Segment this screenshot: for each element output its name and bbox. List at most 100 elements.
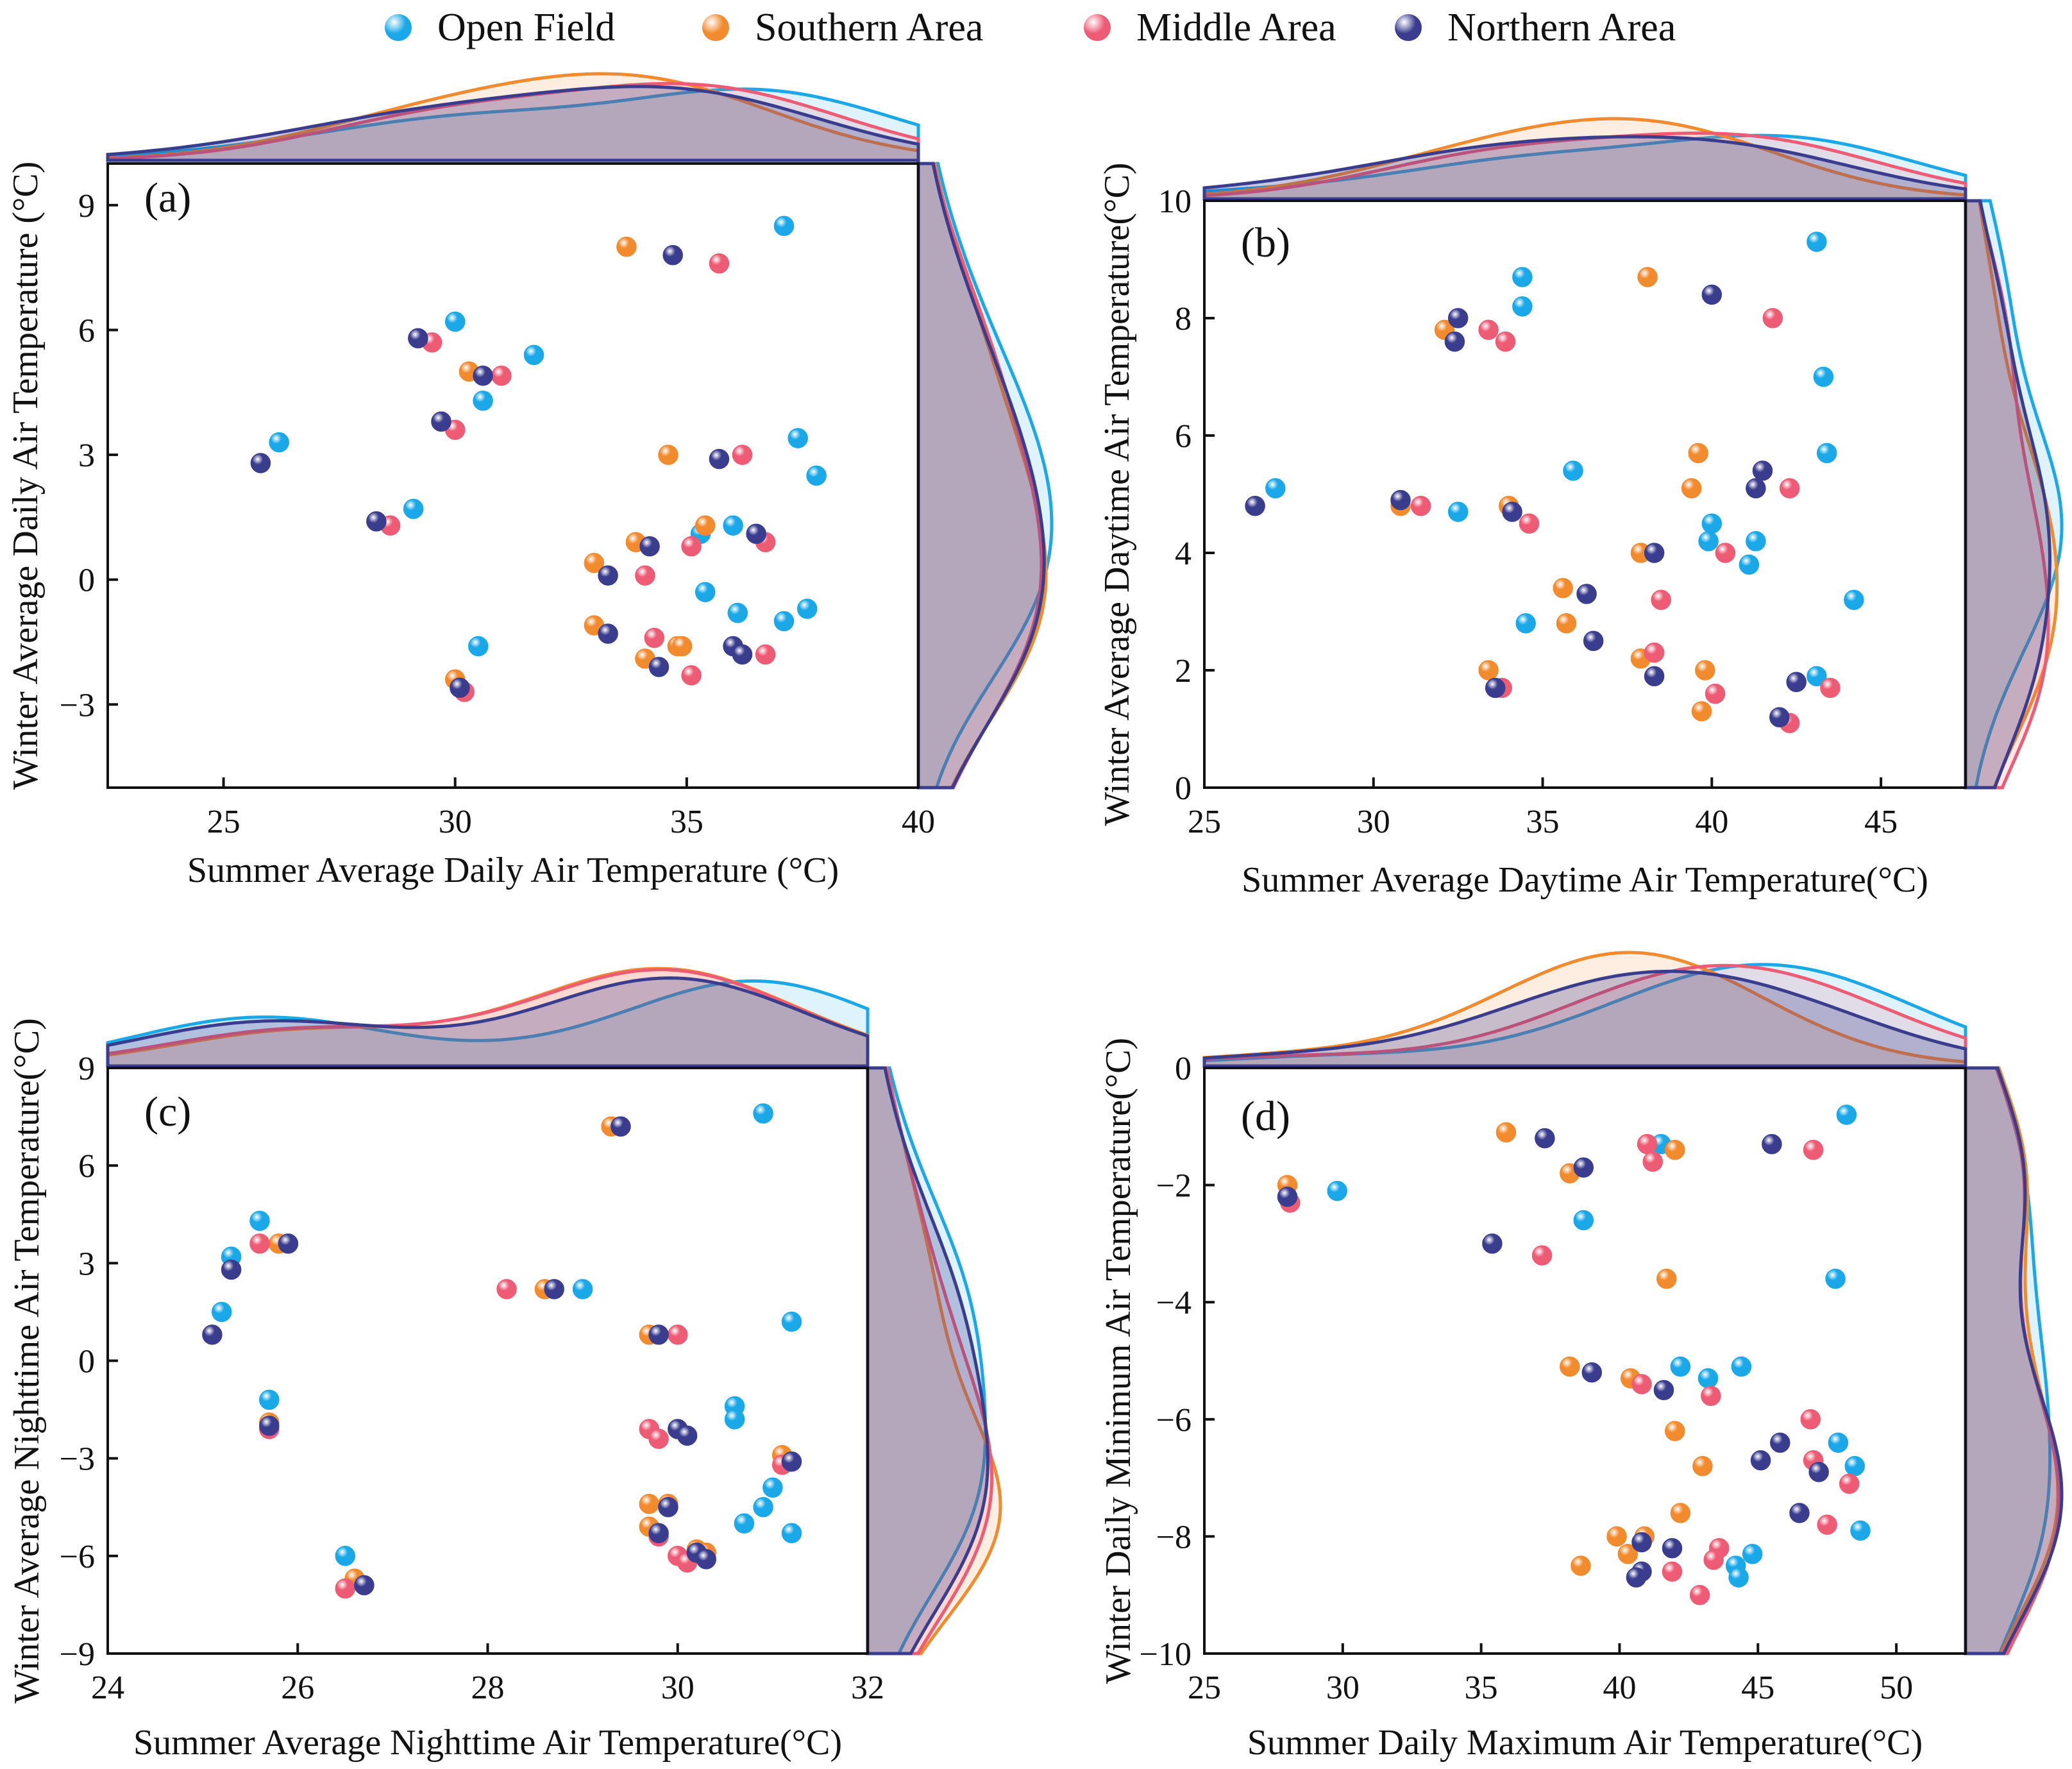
x-tick-label: 40: [902, 804, 935, 840]
point-middle-area: [1689, 1584, 1710, 1605]
point-northern-area: [202, 1325, 223, 1345]
y-tick-label: 8: [1175, 301, 1192, 337]
point-northern-area: [450, 677, 470, 698]
legend-label-middle-area: Middle Area: [1136, 5, 1336, 49]
y-tick-label: 0: [1175, 1051, 1192, 1087]
point-open-field: [724, 1409, 745, 1430]
y-tick-label: 0: [78, 563, 95, 599]
point-northern-area: [598, 565, 618, 586]
point-middle-area: [755, 644, 776, 665]
y-density-northern-area: [916, 162, 1046, 790]
y-tick-label: 6: [78, 1148, 95, 1185]
point-northern-area: [1770, 1432, 1790, 1453]
point-southern-area: [1695, 660, 1715, 681]
y-tick-label: −10: [1140, 1636, 1192, 1673]
legend-marker-southern-area: [702, 14, 729, 41]
point-southern-area: [1571, 1555, 1591, 1576]
point-middle-area: [1662, 1561, 1683, 1582]
y-tick-label: 6: [1175, 418, 1192, 455]
panel-label: (c): [144, 1088, 191, 1135]
series-middle-area: [1410, 308, 1840, 734]
x-tick-label: 30: [1357, 804, 1390, 840]
legend-item-southern-area: Southern Area: [702, 5, 983, 50]
y-density-open-field: [1964, 199, 2064, 790]
point-northern-area: [1626, 1567, 1647, 1588]
x-tick-label: 40: [1603, 1670, 1636, 1706]
x-density-southern-area: [1202, 117, 1967, 201]
legend-label-southern-area: Southern Area: [755, 5, 984, 49]
point-northern-area: [696, 1549, 716, 1570]
point-middle-area: [1478, 319, 1499, 341]
legend-marker-northern-area: [1395, 14, 1422, 41]
y-tick-label: 9: [78, 188, 95, 224]
point-open-field: [572, 1279, 593, 1299]
point-open-field: [1816, 443, 1837, 464]
point-middle-area: [1762, 308, 1783, 328]
series-northern-area: [1277, 1128, 1829, 1588]
point-open-field: [1327, 1180, 1347, 1201]
series-northern-area: [250, 244, 766, 698]
point-open-field: [1512, 267, 1533, 287]
x-tick-label: 30: [661, 1670, 695, 1706]
point-middle-area: [1705, 683, 1726, 704]
point-southern-area: [1656, 1268, 1677, 1289]
point-southern-area: [1560, 1356, 1580, 1377]
point-open-field: [1739, 554, 1760, 575]
x-tick-label: 25: [1188, 804, 1221, 840]
point-open-field: [773, 611, 795, 632]
point-middle-area: [1715, 543, 1736, 563]
point-middle-area: [1651, 589, 1671, 610]
point-open-field: [773, 216, 795, 237]
y-tick-label: −2: [1156, 1168, 1192, 1205]
point-northern-area: [1576, 584, 1597, 604]
y-tick-label: −6: [1156, 1402, 1192, 1439]
point-northern-area: [746, 523, 766, 545]
point-open-field: [259, 1389, 280, 1410]
x-density-middle-area: [106, 968, 870, 1068]
point-northern-area: [1808, 1462, 1829, 1482]
point-middle-area: [681, 665, 702, 686]
point-open-field: [1844, 1456, 1866, 1477]
point-open-field: [473, 390, 493, 411]
x-axis-label: Summer Average Daytime Air Temperature(°…: [1242, 860, 1928, 900]
point-northern-area: [1447, 308, 1469, 328]
point-open-field: [1746, 530, 1766, 552]
point-middle-area: [1779, 478, 1800, 499]
x-tick-label: 28: [471, 1670, 505, 1706]
point-southern-area: [1670, 1503, 1691, 1523]
point-southern-area: [1495, 1122, 1517, 1143]
point-open-field: [468, 636, 489, 657]
point-northern-area: [1581, 1362, 1603, 1383]
y-axis-label: Winter Daily Minimum Air Temperature(°C): [1099, 1038, 1138, 1684]
point-northern-area: [1750, 1450, 1771, 1471]
point-open-field: [1813, 366, 1834, 387]
y-tick-label: −6: [60, 1539, 95, 1575]
legend-marker-middle-area: [1084, 14, 1111, 41]
legend-item-northern-area: Northern Area: [1395, 5, 1676, 50]
point-middle-area: [1410, 496, 1431, 516]
y-axis-label: Winter Average Daytime Air Temperature(°…: [1097, 162, 1137, 825]
legend-label-northern-area: Northern Area: [1447, 5, 1676, 49]
point-northern-area: [1535, 1128, 1555, 1149]
point-open-field: [1447, 502, 1469, 522]
point-open-field: [1731, 1356, 1752, 1377]
point-northern-area: [1390, 489, 1411, 511]
point-middle-area: [635, 565, 655, 586]
point-open-field: [523, 344, 544, 366]
point-northern-area: [1769, 707, 1790, 727]
point-northern-area: [648, 1325, 669, 1345]
point-southern-area: [1665, 1140, 1685, 1160]
x-tick-label: 30: [1326, 1670, 1360, 1706]
point-middle-area: [1820, 677, 1840, 698]
y-axis-label: Winter Average Daily Air Temperature (°C…: [6, 162, 46, 790]
point-open-field: [723, 515, 743, 536]
point-open-field: [1512, 296, 1533, 317]
point-northern-area: [677, 1425, 698, 1446]
point-open-field: [781, 1311, 802, 1332]
x-density-open-field: [106, 979, 870, 1068]
point-southern-area: [671, 636, 693, 657]
legend: Open Field Southern Area Middle Area Nor…: [0, 0, 2072, 58]
point-open-field: [753, 1103, 773, 1124]
